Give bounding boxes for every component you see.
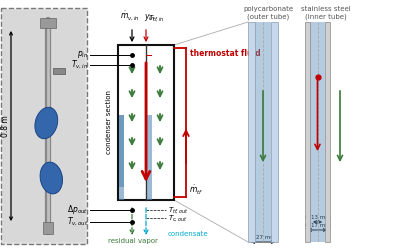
Bar <box>325 22 330 242</box>
Text: $\Delta p_{out}$: $\Delta p_{out}$ <box>67 204 88 216</box>
Text: $T_{v,out}$: $T_{v,out}$ <box>67 216 88 228</box>
Bar <box>3 10 85 242</box>
Text: Ø 13 mm: Ø 13 mm <box>305 215 330 220</box>
Text: $\dot{m}_{v,in}$: $\dot{m}_{v,in}$ <box>120 10 140 23</box>
Bar <box>255 22 271 242</box>
Bar <box>119 115 124 187</box>
Text: condensate: condensate <box>168 231 209 237</box>
Ellipse shape <box>35 107 58 139</box>
Bar <box>310 22 325 242</box>
Text: Ø 27 mm: Ø 27 mm <box>250 235 276 240</box>
Text: stainless steel
(inner tube): stainless steel (inner tube) <box>301 6 351 19</box>
Text: residual vapor: residual vapor <box>108 238 158 244</box>
Text: Ø 17 mm: Ø 17 mm <box>305 223 330 228</box>
Text: $p_{in}$: $p_{in}$ <box>76 49 88 60</box>
Bar <box>271 22 278 242</box>
Bar <box>248 22 255 242</box>
Ellipse shape <box>40 162 63 194</box>
Bar <box>53 68 65 74</box>
Bar <box>147 115 152 200</box>
Bar <box>119 115 124 200</box>
Text: $y_{in}$: $y_{in}$ <box>144 12 155 23</box>
Text: $\dot{m}_{tf}$: $\dot{m}_{tf}$ <box>189 183 203 197</box>
Bar <box>43 222 53 234</box>
Bar <box>40 18 56 28</box>
Bar <box>118 45 174 200</box>
Bar <box>305 22 310 242</box>
Text: $T_{tf,out}$: $T_{tf,out}$ <box>168 205 189 215</box>
Text: condenser section: condenser section <box>106 90 112 154</box>
Text: polycarbonate
(outer tube): polycarbonate (outer tube) <box>243 6 293 19</box>
Text: $T_{v,in}$: $T_{v,in}$ <box>71 59 88 71</box>
Bar <box>1 8 87 244</box>
Text: thermostat fluid: thermostat fluid <box>190 48 261 57</box>
Text: 0.8 m: 0.8 m <box>2 115 11 137</box>
Text: $T_{tf,in}$: $T_{tf,in}$ <box>148 13 164 23</box>
Text: $T_{c,out}$: $T_{c,out}$ <box>168 213 188 223</box>
